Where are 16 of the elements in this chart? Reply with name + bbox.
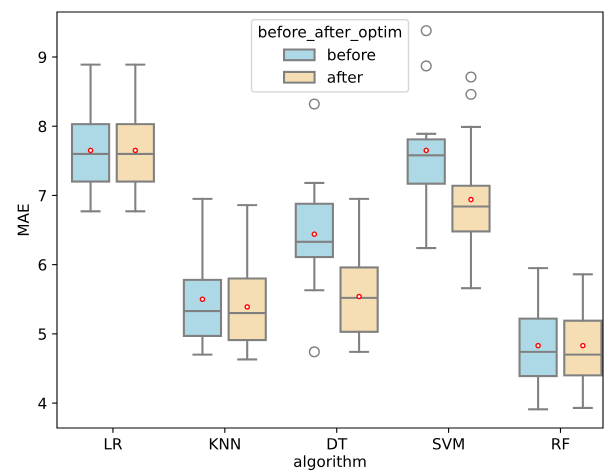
y-tick-label: 9 [38, 51, 46, 64]
x-axis-title: algorithm [294, 455, 366, 470]
x-tick-label: RF [552, 438, 570, 450]
legend-label: after [328, 71, 363, 83]
legend-label: before [328, 48, 376, 60]
x-tick-label: DT [328, 438, 348, 450]
x-tick-label: SVM [432, 438, 464, 450]
y-tick-label: 5 [38, 328, 46, 340]
x-tick-label: KNN [210, 438, 240, 450]
legend-title: before_after_optim [259, 26, 402, 41]
y-tick-label: 4 [38, 398, 46, 409]
y-tick-label: 7 [38, 190, 46, 202]
y-axis-title: MAE [18, 204, 29, 236]
y-tick-label: 6 [38, 259, 46, 271]
x-tick-label: LR [104, 438, 122, 450]
y-tick-label: 8 [38, 120, 46, 132]
